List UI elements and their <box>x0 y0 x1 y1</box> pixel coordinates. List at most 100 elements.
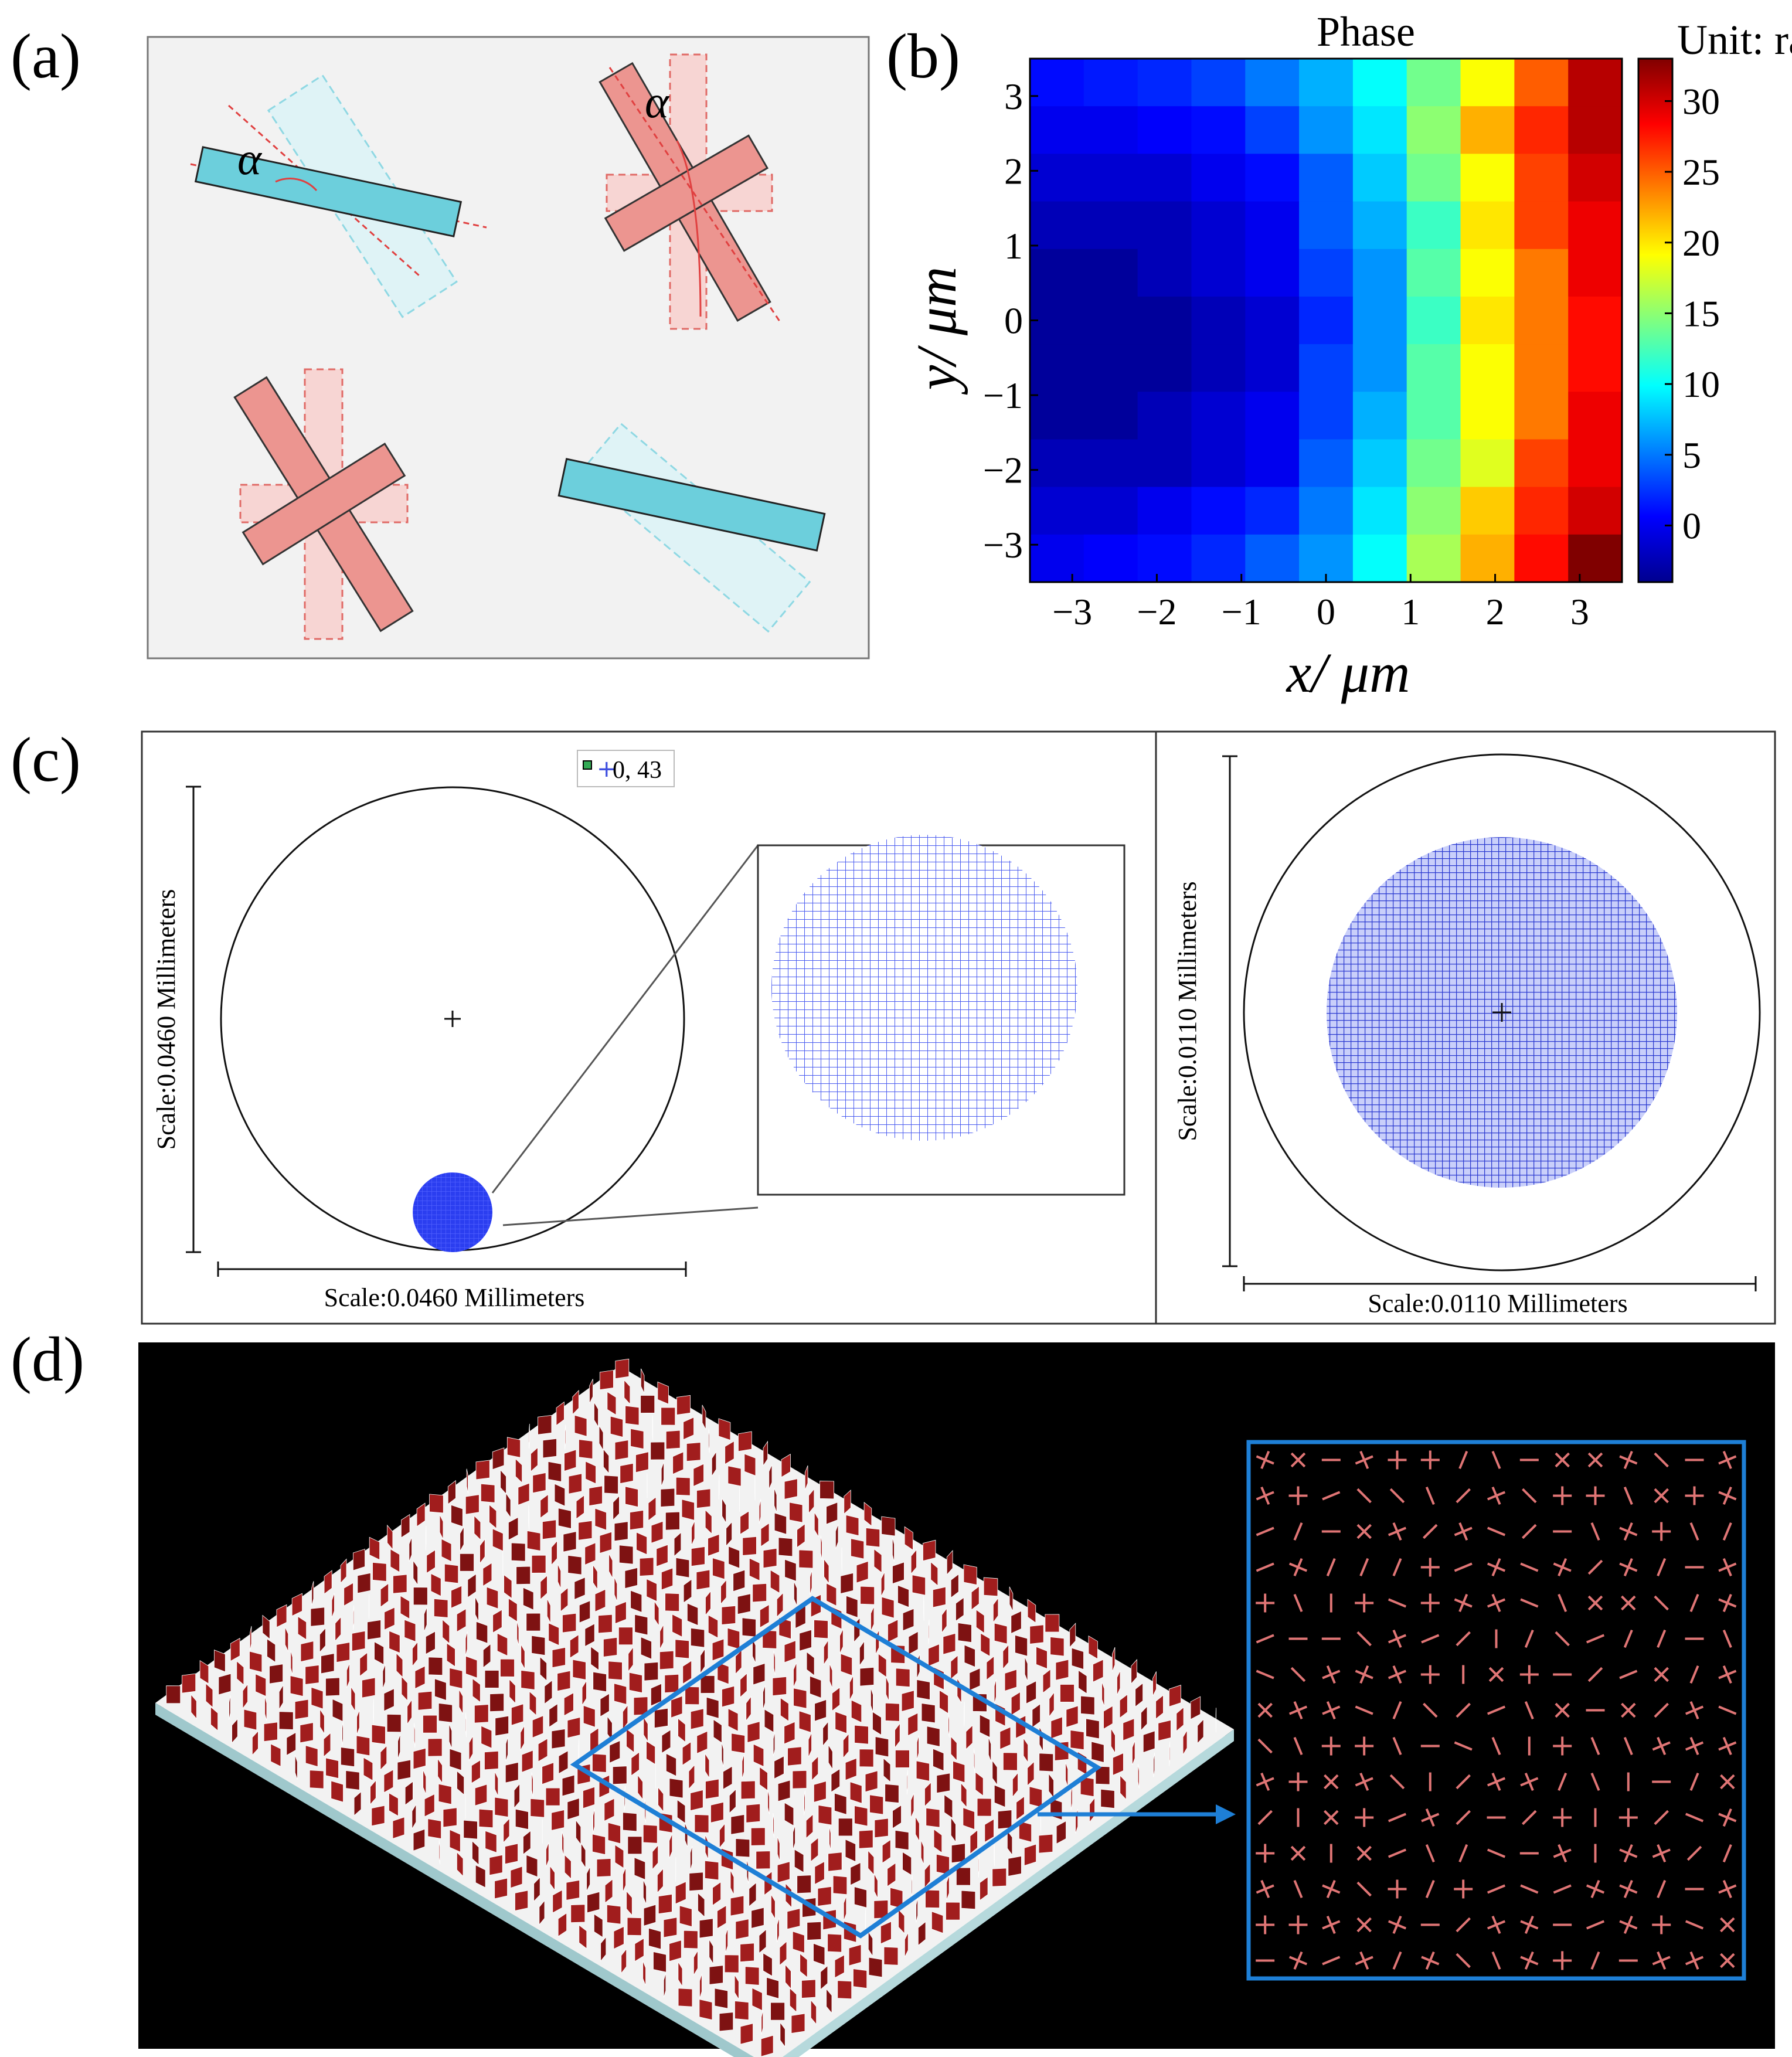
meta-atom-bar <box>1553 1884 1572 1894</box>
heatmap-cell <box>1191 106 1246 154</box>
meta-atom-3d <box>551 1540 557 1566</box>
meta-atom-3d <box>831 1768 840 1793</box>
meta-atom-3d <box>546 1842 549 1867</box>
meta-atom-bar <box>1654 1595 1669 1611</box>
meta-atom-cross <box>1322 1915 1341 1934</box>
meta-atom-3d <box>576 1495 584 1519</box>
meta-atom-3d <box>853 1968 868 1989</box>
meta-atom-3d <box>838 1818 853 1837</box>
meta-atom-3d <box>505 1843 518 1865</box>
heatmap-cell <box>1514 534 1569 583</box>
meta-atom-3d <box>761 2010 763 2035</box>
heatmap-cell <box>1245 296 1300 345</box>
meta-atom-3d <box>1113 1752 1124 1776</box>
meta-atom-cross <box>1420 1665 1440 1684</box>
meta-atom-3d <box>627 1836 642 1855</box>
meta-atom-3d <box>552 1889 563 1913</box>
meta-atom-3d <box>610 1416 623 1438</box>
meta-atom-3d <box>854 1886 867 1908</box>
meta-atom-3d <box>978 1852 980 1878</box>
colorbar-tick-label: 0 <box>1682 505 1701 546</box>
meta-atom-3d <box>1100 1789 1115 1809</box>
meta-atom-3d <box>828 1744 833 1770</box>
meta-atom-3d <box>581 1842 586 1869</box>
meta-atom-3d <box>557 1563 562 1589</box>
meta-atom-3d <box>840 1572 854 1594</box>
meta-atom-3d <box>270 1743 281 1767</box>
meta-atom-3d <box>780 2022 786 2048</box>
meta-atom-3d <box>895 1749 910 1768</box>
meta-atom-cross <box>1324 1810 1339 1825</box>
meta-atom-bar <box>1425 1844 1435 1863</box>
y-tick-label: 0 <box>1004 300 1023 342</box>
meta-atom-3d <box>1091 1741 1104 1763</box>
meta-atom-3d <box>191 1694 197 1719</box>
meta-atom-bar <box>1392 1701 1402 1720</box>
meta-atom-3d <box>820 1965 828 1990</box>
y-tick-label: 2 <box>1004 150 1023 192</box>
meta-atom-3d <box>814 1780 827 1803</box>
meta-atom-3d <box>814 1511 819 1538</box>
meta-atom-3d <box>352 1630 366 1651</box>
scale-right-vertical-text: Scale:0.0110 Millimeters <box>1173 881 1202 1141</box>
meta-atom-3d <box>676 1395 691 1415</box>
meta-atom-3d <box>642 1961 646 1986</box>
meta-atom-3d <box>413 1559 418 1586</box>
meta-atom-3d <box>1117 1670 1121 1695</box>
meta-atom-cross <box>1718 1593 1737 1613</box>
meta-atom-cross <box>1718 1665 1737 1684</box>
meta-atom-3d <box>702 1405 706 1430</box>
meta-atom-3d <box>735 2001 749 2021</box>
meta-atom-3d <box>793 1688 807 1709</box>
meta-atom-3d <box>1086 1718 1100 1739</box>
meta-atom-3d <box>1024 1844 1036 1866</box>
meta-atom-3d <box>515 1458 522 1484</box>
meta-atom-3d <box>997 1810 1012 1830</box>
meta-atom-cross <box>1421 1808 1440 1827</box>
meta-atom-cross <box>1454 1593 1473 1613</box>
meta-atom-3d <box>457 1770 464 1796</box>
meta-atom-3d <box>895 1830 909 1851</box>
meta-atom-3d <box>621 1948 627 1974</box>
meta-atom-3d <box>735 1838 750 1858</box>
meta-atom-3d <box>721 1742 724 1767</box>
legend-plus-icon: + <box>597 756 617 783</box>
meta-atom-3d <box>881 1596 895 1619</box>
meta-atom-3d <box>574 1415 587 1437</box>
meta-atom-3d <box>784 1721 795 1745</box>
meta-atom-3d <box>946 1875 950 1900</box>
meta-atom-3d <box>351 1686 356 1712</box>
y-tick-label: −1 <box>983 375 1023 416</box>
meta-atom-3d <box>523 1830 531 1855</box>
heatmap-cell <box>1191 534 1246 583</box>
meta-atom-3d <box>1009 1586 1014 1611</box>
meta-atom-3d <box>675 1557 690 1578</box>
meta-atom-cross <box>1555 1702 1570 1718</box>
meta-atom-bar <box>1256 1670 1274 1679</box>
meta-atom-3d <box>1176 1706 1184 1732</box>
meta-atom-3d <box>835 1524 839 1549</box>
meta-atom-bar <box>1425 1486 1435 1505</box>
meta-atom-3d <box>767 1790 770 1815</box>
heatmap-cell <box>1406 439 1461 488</box>
meta-atom-bar <box>1520 1884 1539 1894</box>
meta-atom-3d <box>837 1980 852 2000</box>
meta-atom-3d <box>562 1613 577 1633</box>
meta-atom-bar <box>1722 1629 1732 1648</box>
meta-atom-3d <box>799 1629 812 1651</box>
meta-atom-bar <box>1586 1920 1605 1930</box>
meta-atom-3d <box>494 1771 499 1796</box>
meta-atom-3d <box>426 1549 436 1574</box>
meta-atom-3d <box>675 1639 689 1659</box>
meta-atom-3d <box>300 1722 314 1743</box>
meta-atom-3d <box>810 1570 812 1595</box>
heatmap-cell <box>1245 344 1300 392</box>
meta-atom-cross <box>1288 1915 1308 1934</box>
meta-atom-3d <box>860 1586 875 1605</box>
meta-atom-3d <box>263 1722 278 1742</box>
heatmap-cell <box>1245 201 1300 250</box>
meta-atom-3d <box>297 1616 307 1640</box>
meta-atom-bar <box>1686 1845 1702 1861</box>
meta-atom-3d <box>557 1912 567 1937</box>
